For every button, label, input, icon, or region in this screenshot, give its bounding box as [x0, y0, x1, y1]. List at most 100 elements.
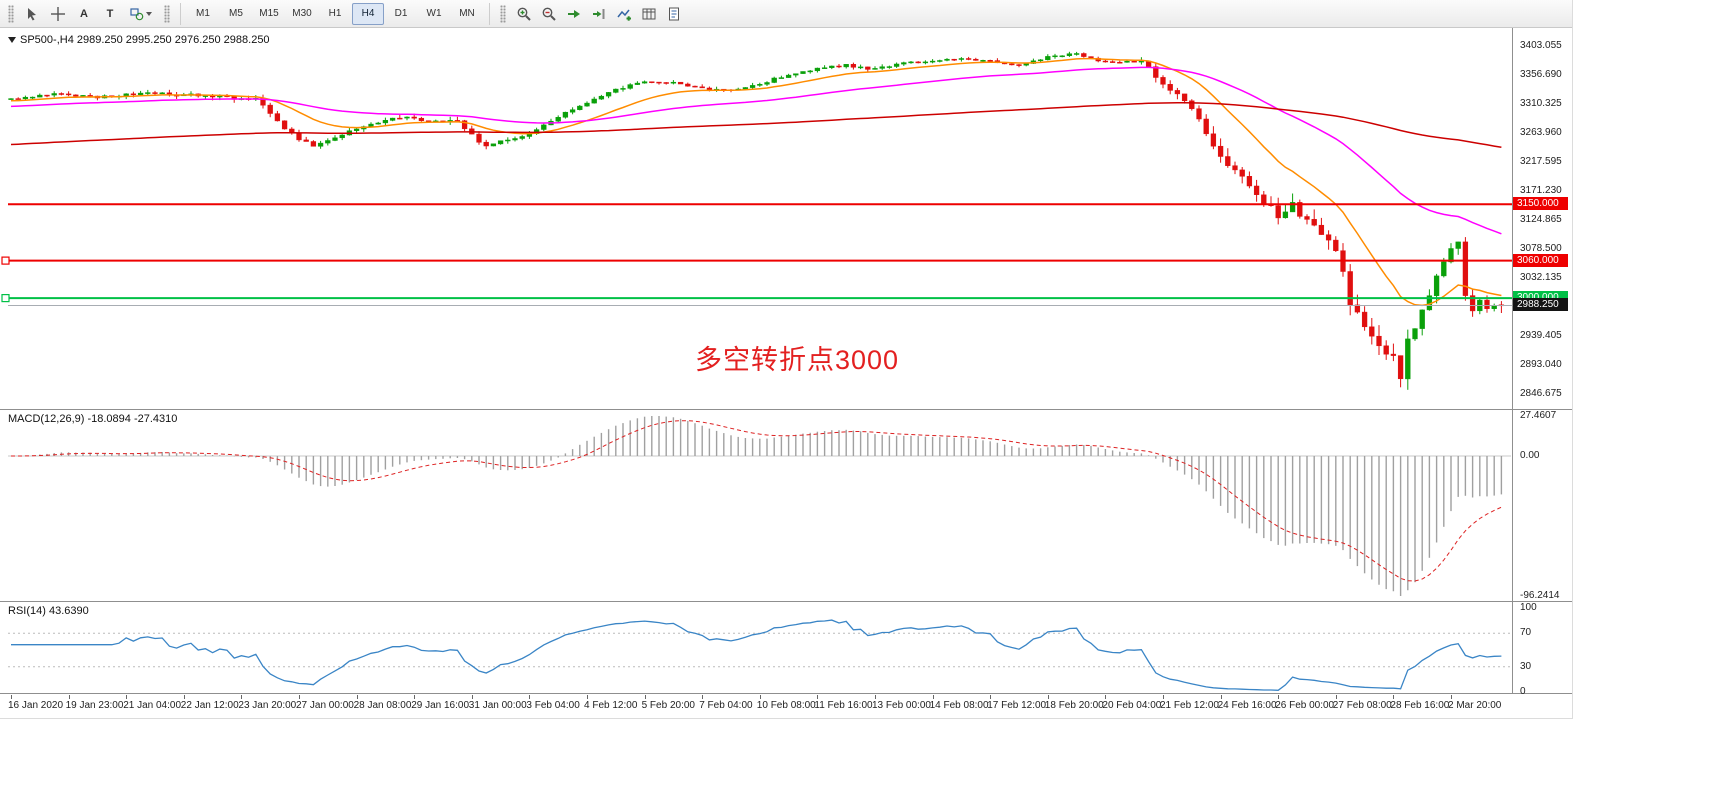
time-axis-tick: [644, 695, 646, 699]
timeframe-button-d1[interactable]: D1: [394, 8, 408, 19]
time-axis-tick: [587, 695, 588, 699]
price-scale-label: 3263.960: [1520, 127, 1562, 138]
time-axis-tick: [183, 695, 185, 699]
time-axis-label: 2 Mar 20:00: [1448, 700, 1502, 711]
time-axis-label: 19 Jan 23:00: [65, 700, 124, 711]
time-axis-label: 16 Jan 2020: [8, 700, 64, 711]
zoom-out-icon[interactable]: [537, 3, 561, 25]
time-axis-tick: [1047, 695, 1049, 699]
time-axis-label: 14 Feb 08:00: [929, 700, 989, 711]
toolbar-separator: [180, 2, 181, 25]
time-axis-label: 22 Jan 12:00: [180, 700, 239, 711]
cursor-icon: [28, 7, 36, 20]
macd-scale-label: 0.00: [1520, 449, 1540, 461]
chart-tools: [512, 3, 686, 25]
timeframe-buttons: M1 M5 M15 M30 H1 H4 D1 W1 MN: [187, 2, 483, 25]
price-scale-label: 3403.055: [1520, 40, 1562, 51]
textbox-tool-glyph: T: [106, 7, 114, 20]
price-scale-label: 2939.405: [1520, 330, 1562, 341]
price-badge: 2988.250: [1513, 298, 1568, 312]
price-scale[interactable]: 3403.055 3356.690 3310.325 3263.960 3217.595…: [1514, 28, 1572, 410]
crosshair-tool-button[interactable]: [46, 3, 70, 25]
time-axis-tick: [11, 695, 12, 699]
periods-icon[interactable]: [637, 3, 661, 25]
time-axis-tick: [1163, 695, 1164, 699]
timeframe-button-mn[interactable]: MN: [459, 8, 475, 19]
cursor-tool-button[interactable]: [20, 3, 44, 25]
chart-title: SP500-,H4 2989.250 2995.250 2976.250 298…: [8, 34, 270, 46]
rsi-scale-label: 30: [1520, 660, 1532, 672]
chevron-down-icon: [146, 11, 152, 16]
price-scale-label: 3356.690: [1520, 69, 1562, 80]
timeframe-button-h1[interactable]: H1: [328, 8, 342, 19]
time-axis-label: 21 Feb 12:00: [1160, 700, 1219, 711]
time-axis-tick: [126, 695, 128, 699]
shapes-icon: [130, 7, 144, 20]
indicators-icon[interactable]: [612, 3, 636, 25]
symbol-marker-icon: [8, 37, 16, 43]
time-axis-tick: [1335, 695, 1337, 699]
time-axis-tick: [471, 695, 473, 699]
toolbar-grip[interactable]: [8, 4, 14, 23]
timeframe-button-m15[interactable]: M15: [259, 8, 279, 19]
time-axis-label: 20 Feb 04:00: [1102, 700, 1162, 711]
chart-title-text: SP500-,H4 2989.250 2995.250 2976.250 298…: [20, 34, 270, 46]
time-axis-tick: [932, 695, 934, 699]
price-scale-label: 3310.325: [1520, 98, 1562, 109]
zoom-in-icon[interactable]: [512, 3, 536, 25]
time-axis[interactable]: 16 Jan 2020 19 Jan 23:00 21 Jan 04:00 22 Ja…: [0, 695, 1572, 718]
chart-shift-icon[interactable]: [587, 3, 611, 25]
time-axis-label: 10 Feb 08:00: [756, 700, 816, 711]
time-axis-tick: [299, 695, 300, 699]
time-axis-tick: [68, 695, 70, 699]
toolbar: A T M1 M5 M15 M30 H1 H4 D1 W1 MN: [0, 0, 1572, 28]
time-axis-tick: [1393, 695, 1395, 699]
rsi-scale[interactable]: 100 70 30 0: [1514, 602, 1572, 697]
templates-icon[interactable]: [662, 3, 686, 25]
shapes-tool-dropdown[interactable]: [124, 3, 158, 25]
price-badge: 3060.000: [1513, 253, 1568, 267]
time-axis-label: 26 Feb 00:00: [1275, 700, 1335, 711]
auto-scroll-icon[interactable]: [562, 3, 586, 25]
timeframe-button-h4[interactable]: H4: [352, 2, 384, 25]
time-axis-tick: [1220, 695, 1222, 699]
time-axis-label: 23 Jan 20:00: [238, 700, 297, 711]
rsi-scale-label: 100: [1520, 602, 1537, 613]
time-axis-tick: [817, 695, 819, 699]
timeframe-button-m1[interactable]: M1: [196, 8, 210, 19]
price-scale-label: 3171.230: [1520, 185, 1562, 196]
time-axis-label: 17 Feb 12:00: [987, 700, 1047, 711]
time-axis-label: 27 Jan 00:00: [296, 700, 354, 711]
rsi-scale-label: 0: [1520, 686, 1526, 697]
time-axis-tick: [1278, 695, 1280, 699]
textbox-tool-button[interactable]: T: [98, 3, 122, 25]
time-axis-tick: [241, 695, 243, 699]
timeframe-button-w1[interactable]: W1: [426, 8, 442, 19]
toolbar-grip[interactable]: [500, 4, 506, 23]
time-axis-label: 11 Feb 16:00: [814, 700, 873, 711]
rsi-panel[interactable]: [0, 602, 1572, 694]
macd-label: MACD(12,26,9) -18.0894 -27.4310: [8, 413, 178, 425]
time-axis-label: 3 Feb 04:00: [526, 700, 580, 711]
time-axis-tick: [356, 695, 358, 699]
time-axis-label: 18 Feb 20:00: [1044, 700, 1104, 711]
price-scale-label: 3124.865: [1520, 214, 1562, 225]
timeframe-button-m5[interactable]: M5: [229, 8, 243, 19]
crosshair-icon: [51, 6, 65, 21]
rsi-scale-label: 70: [1520, 627, 1532, 639]
time-axis-label: 24 Feb 16:00: [1217, 700, 1277, 711]
timeframe-button-m30[interactable]: M30: [292, 8, 312, 19]
time-axis-tick: [759, 695, 761, 699]
price-scale-label: 3032.135: [1520, 272, 1562, 283]
time-axis-label: 29 Jan 16:00: [411, 700, 470, 711]
toolbar-grip[interactable]: [164, 4, 170, 23]
text-label-tool-glyph: A: [80, 7, 88, 20]
macd-scale[interactable]: 27.4607 0.00 -96.2414: [1514, 410, 1572, 602]
time-axis-tick: [702, 695, 704, 699]
time-axis-label: 5 Feb 20:00: [641, 700, 695, 711]
time-axis-label: 7 Feb 04:00: [699, 700, 753, 711]
text-label-tool-button[interactable]: A: [72, 3, 96, 25]
macd-scale-label: -96.2414: [1520, 589, 1560, 601]
macd-panel[interactable]: [0, 410, 1572, 602]
chart-annotation-text[interactable]: 多空转折点3000: [695, 345, 900, 375]
